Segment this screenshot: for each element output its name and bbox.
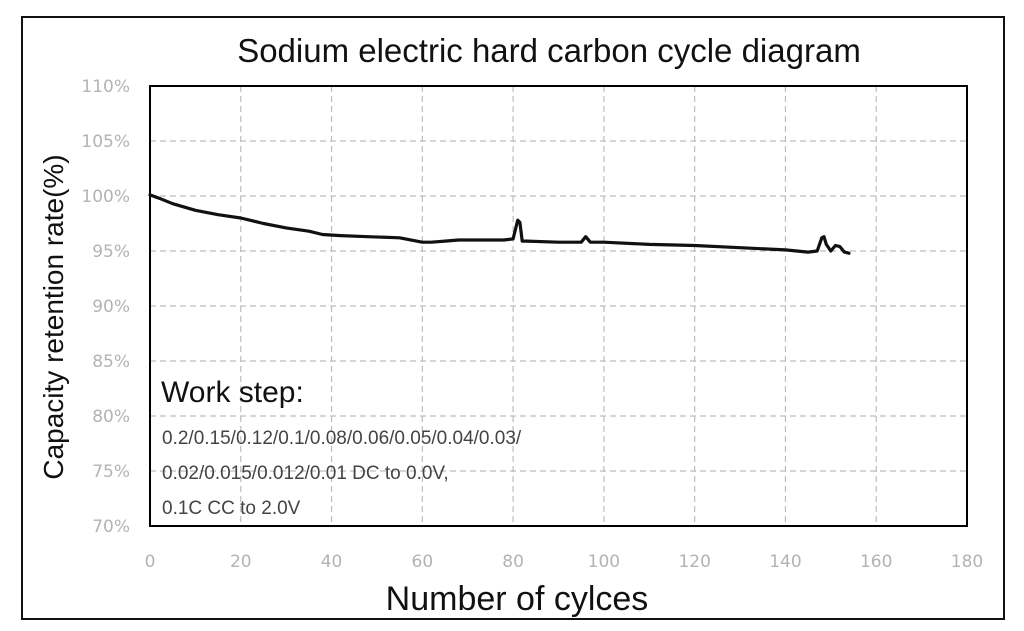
x-tick-label: 0 [145, 552, 156, 572]
x-tick-label: 60 [412, 552, 434, 572]
y-axis-label: Capacity retention rate(%) [38, 154, 69, 479]
x-tick-labels: 0 20 40 60 80 100 120 140 160 180 [145, 552, 984, 572]
y-tick-label: 75% [92, 462, 130, 482]
series-line-0 [148, 193, 851, 255]
series-group [148, 193, 851, 255]
x-tick-label: 120 [678, 552, 710, 572]
annotation-heading: Work step: [161, 376, 304, 409]
y-tick-label: 70% [92, 517, 130, 537]
y-tick-label: 80% [92, 407, 130, 427]
y-tick-label: 110% [81, 77, 130, 97]
y-tick-label: 90% [92, 297, 130, 317]
x-tick-label: 80 [502, 552, 524, 572]
plot-border [149, 85, 968, 527]
x-tick-label: 40 [321, 552, 343, 572]
y-tick-label: 100% [81, 187, 130, 207]
x-tick-label: 160 [860, 552, 892, 572]
x-axis-label: Number of cylces [386, 580, 649, 618]
y-tick-label: 85% [92, 352, 130, 372]
grid [150, 86, 967, 526]
x-tick-label: 100 [588, 552, 620, 572]
y-tick-label: 105% [81, 132, 130, 152]
annotation-line-2: 0.02/0.015/0.012/0.01 DC to 0.0V, [162, 463, 449, 484]
annotation-line-1: 0.2/0.15/0.12/0.1/0.08/0.06/0.05/0.04/0.… [162, 428, 522, 449]
x-tick-label: 180 [951, 552, 983, 572]
y-tick-labels: 70% 75% 80% 85% 90% 95% 100% 105% 110% [81, 77, 130, 537]
chart-title: Sodium electric hard carbon cycle diagra… [237, 32, 861, 69]
x-tick-label: 20 [230, 552, 252, 572]
y-tick-label: 95% [92, 242, 130, 262]
x-tick-label: 140 [769, 552, 801, 572]
annotation-line-3: 0.1C CC to 2.0V [162, 498, 301, 519]
